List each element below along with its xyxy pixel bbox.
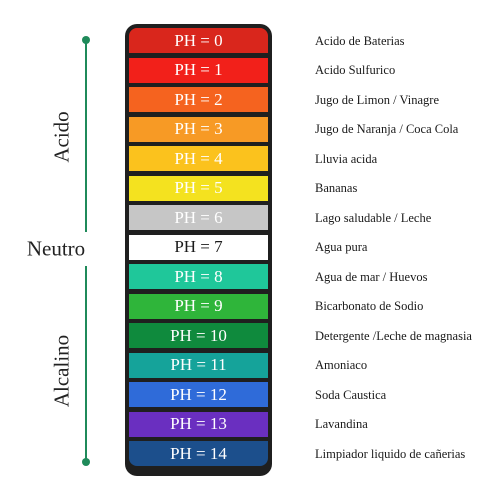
ph-example-5: Bananas (315, 181, 358, 195)
ph-example-4: Lluvia acida (315, 151, 378, 166)
ph-level-13: PH = 13 (129, 411, 268, 437)
ph-level-8: PH = 8 (129, 264, 268, 289)
ph-level-11: PH = 11 (129, 352, 268, 378)
ph-example-0: Acido de Baterias (315, 33, 405, 48)
ph-example-7: Agua pura (315, 240, 368, 254)
ph-color-column: PH = 0 PH = 1 PH = 2 PH = 3 PH = 4 PH = 5 PH =… (125, 24, 272, 476)
neutral-label: Neutro (24, 236, 88, 262)
ph-example-14: Limpiador liquido de cañerias (315, 446, 466, 461)
acid-label: Acido (49, 111, 74, 163)
ph-example-3: Jugo de Naranja / Coca Cola (315, 122, 459, 136)
ph-example-2: Jugo de Limon / Vinagre (315, 92, 439, 107)
ph-level-4: PH = 4 (129, 146, 268, 171)
ph-level-1: PH = 1 (129, 57, 268, 83)
ph-example-11: Amoniaco (315, 358, 368, 372)
ph-level-0: PH = 0 (129, 28, 268, 53)
ph-example-8: Agua de mar / Huevos (315, 269, 428, 284)
ph-level-14: PH = 14 (129, 441, 268, 466)
ph-level-9: PH = 9 (129, 293, 268, 319)
ph-level-3: PH = 3 (129, 116, 268, 142)
ph-level-2: PH = 2 (129, 87, 268, 112)
scale-bottom-dot (82, 458, 90, 466)
ph-level-7: PH = 7 (129, 234, 268, 260)
ph-level-12: PH = 12 (129, 382, 268, 407)
ph-example-12: Soda Caustica (315, 387, 387, 402)
ph-example-13: Lavandina (315, 417, 368, 431)
ph-example-9: Bicarbonato de Sodio (315, 299, 424, 313)
ph-level-6: PH = 6 (129, 205, 268, 230)
ph-example-10: Detergente /Leche de magnasia (315, 328, 472, 343)
ph-example-1: Acido Sulfurico (315, 63, 396, 77)
scale-top-dot (82, 36, 90, 44)
ph-level-10: PH = 10 (129, 323, 268, 348)
ph-example-6: Lago saludable / Leche (315, 210, 432, 225)
ph-level-5: PH = 5 (129, 175, 268, 201)
alkaline-label: Alcalino (49, 334, 74, 408)
